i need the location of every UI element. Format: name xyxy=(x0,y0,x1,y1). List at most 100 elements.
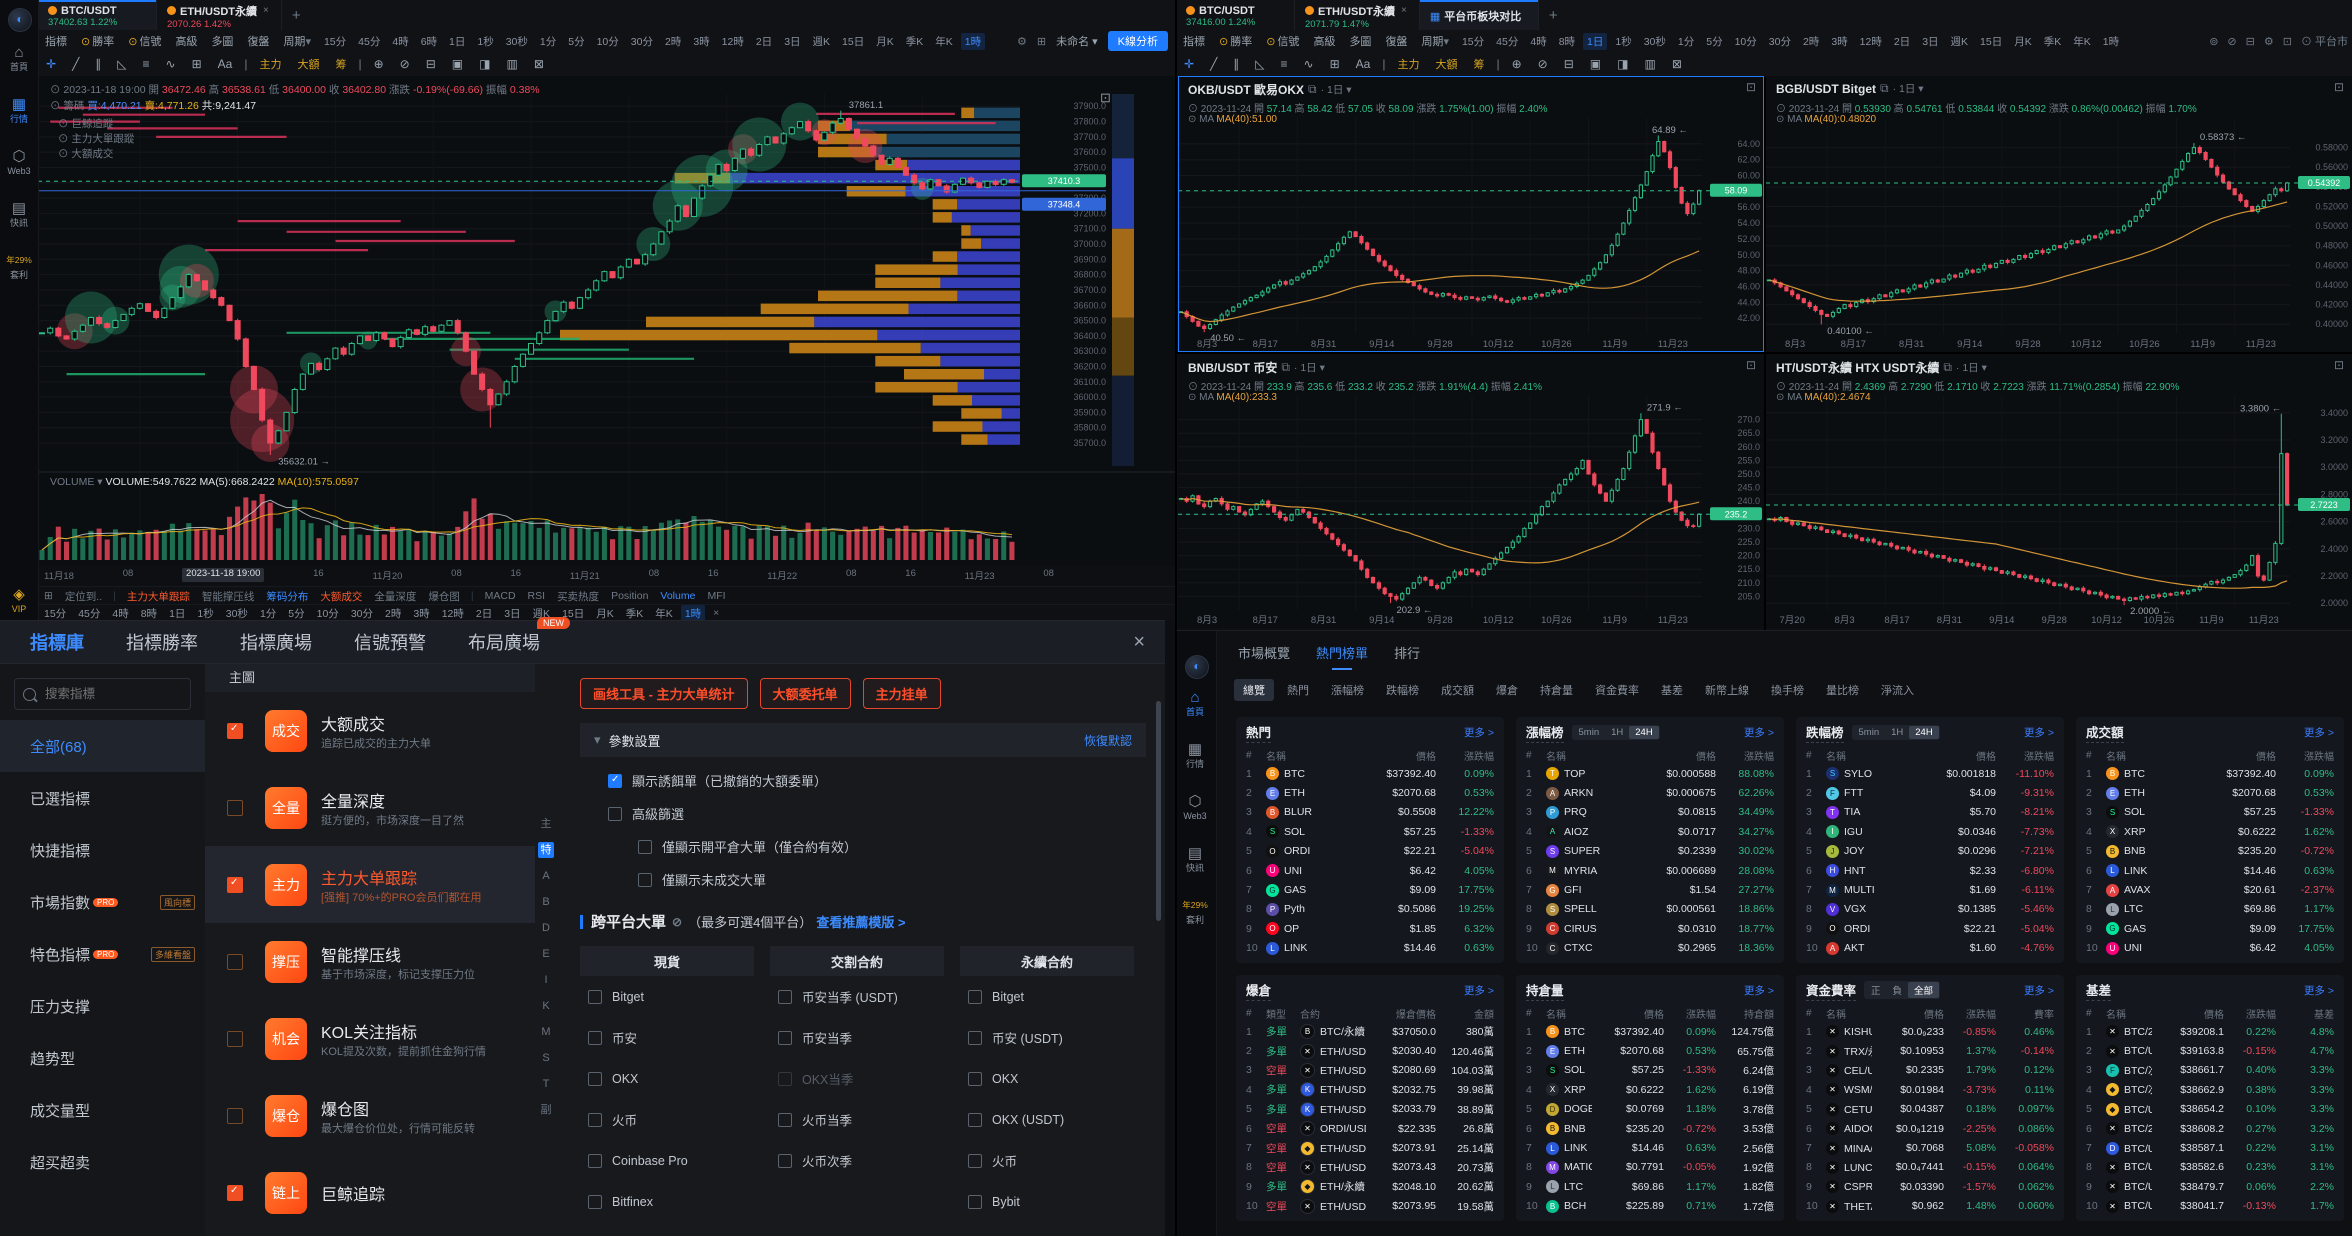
table-row[interactable]: 2 A ARKN $0.000675 62.26% xyxy=(1526,783,1774,802)
template-link[interactable]: 查看推薦模版 > xyxy=(816,915,906,930)
table-row[interactable]: 1 S SYLO $0.001818 -11.10% xyxy=(1806,764,2054,783)
rail-letter-B[interactable]: B xyxy=(542,896,550,908)
more-link[interactable]: 更多 > xyxy=(1743,726,1774,739)
table-row[interactable]: 5 J JOY $0.0296 -7.21% xyxy=(1806,842,2054,861)
table-row[interactable]: 7 M MULTI $1.69 -6.11% xyxy=(1806,880,2054,899)
period-chip-1日[interactable]: 1日 xyxy=(1583,32,1608,50)
pill-正[interactable]: 正 xyxy=(1871,986,1881,997)
table-row[interactable]: 5 ✕ CETUS/USDT永續 $0.04387 0.18% 0.097% xyxy=(1806,1100,2054,1119)
table-row[interactable]: 6 ✕ BTC/29MAR24 $38608.2 0.27% 3.2% xyxy=(2086,1119,2334,1138)
indicator-legend-2[interactable]: ⊙ 大額成交 xyxy=(58,148,114,160)
panel-subtab-漲幅榜[interactable]: 漲幅榜 xyxy=(1331,685,1364,697)
panel-tab-2[interactable]: 排行 xyxy=(1394,646,1421,661)
table-row[interactable]: 5 多單 K ETH/USDT永續 $2033.79 38.89萬 xyxy=(1246,1100,1494,1119)
period-chip-15分[interactable]: 15分 xyxy=(323,35,347,48)
table-row[interactable]: 9 L LTC $69.86 1.17% 1.82億 xyxy=(1526,1177,1774,1196)
table-row[interactable]: 1 B BTC $37392.40 0.09% 124.75億 xyxy=(1526,1022,1774,1041)
panel-subtab-跌幅榜[interactable]: 跌幅榜 xyxy=(1386,685,1419,697)
checkbox[interactable] xyxy=(778,1153,792,1168)
more-link[interactable]: 更多 > xyxy=(2303,726,2334,739)
table-row[interactable]: 8 P Pyth $0.5086 19.25% xyxy=(1246,900,1494,919)
sidebar-item-vip[interactable]: ◈ VIP xyxy=(0,586,38,615)
settings-gear-icon[interactable]: ⚙ xyxy=(1016,35,1027,48)
period-chip-5分[interactable]: 5分 xyxy=(1706,35,1723,48)
indicator-checkbox[interactable] xyxy=(227,722,243,739)
draw-tool-icon-1[interactable]: ╱ xyxy=(1210,57,1218,71)
checkbox[interactable] xyxy=(638,839,652,854)
edit-icon[interactable]: ⧉ xyxy=(1943,360,1952,374)
symbol-tab-2[interactable]: ▦ 平台币板块对比 xyxy=(1419,0,1539,30)
tf-chip-12時[interactable]: 12時 xyxy=(441,607,464,620)
draw-tool-icon-0[interactable]: ✛ xyxy=(46,57,57,71)
category-0[interactable]: 全部(68) xyxy=(0,720,205,772)
tf-chip-週K[interactable]: 週K xyxy=(532,607,551,620)
category-5[interactable]: 压力支撑 xyxy=(0,980,205,1032)
tf-chip-2日[interactable]: 2日 xyxy=(475,607,493,620)
draw-tool-icon-6[interactable]: ⊞ xyxy=(1329,57,1340,71)
tf-chip-4時[interactable]: 4時 xyxy=(112,607,129,620)
table-row[interactable]: 3 ✕ CEL/USDT永續 $0.2335 1.79% 0.12% xyxy=(1806,1061,2054,1080)
panel-subtab-基差[interactable]: 基差 xyxy=(1661,685,1683,697)
period-chip-1秒[interactable]: 1秒 xyxy=(1615,35,1632,48)
rail-letter-M[interactable]: M xyxy=(541,1026,551,1038)
chart-expand-icon[interactable]: ⊡ xyxy=(2333,80,2344,94)
table-row[interactable]: 7 G GAS $9.09 17.75% xyxy=(1246,880,1494,899)
more-link[interactable]: 更多 > xyxy=(1743,984,1774,997)
rail-letter-T[interactable]: T xyxy=(542,1078,550,1090)
draw-tool-icon-1[interactable]: ╱ xyxy=(72,57,80,71)
table-row[interactable]: 1 ✕ KISHU/USDT永續 $0.0₉233 -0.85% 0.46% xyxy=(1806,1022,2054,1041)
table-row[interactable]: 7 L LINK $14.46 0.63% 2.56億 xyxy=(1526,1138,1774,1157)
tf-chip-1分[interactable]: 1分 xyxy=(259,607,277,620)
platform-option[interactable]: 币安 xyxy=(580,1017,754,1058)
panel-subtab-熱門[interactable]: 熱門 xyxy=(1287,685,1309,697)
layout-name[interactable]: 未命名 ▾ xyxy=(1056,36,1098,48)
indicator-checkbox[interactable] xyxy=(227,1107,243,1124)
indicator-checkbox[interactable] xyxy=(227,876,243,893)
checkbox[interactable] xyxy=(638,872,652,887)
new-tab-button[interactable]: + xyxy=(291,6,301,24)
platform-option[interactable]: OKX xyxy=(960,1058,1134,1099)
indicator-chip-RSI[interactable]: RSI xyxy=(527,590,546,602)
panel-subtab-持倉量[interactable]: 持倉量 xyxy=(1540,685,1573,697)
period-chip-6時[interactable]: 6時 xyxy=(420,35,438,48)
draw-overlay-筹[interactable]: 筹 xyxy=(1473,59,1485,71)
draw-extra-icon-6[interactable]: ⊠ xyxy=(1671,57,1682,71)
panel-tab-0[interactable]: 市場概覽 xyxy=(1238,646,1291,661)
table-row[interactable]: 2 E ETH $2070.68 0.53% xyxy=(2086,783,2334,802)
right-toolbar-icon-3[interactable]: ⚙ xyxy=(2263,35,2274,48)
period-chip-5分[interactable]: 5分 xyxy=(568,35,585,48)
draw-overlay-大額[interactable]: 大額 xyxy=(1435,59,1458,71)
tab-close-icon[interactable]: × xyxy=(1401,5,1407,16)
tf-chip-30分[interactable]: 30分 xyxy=(350,607,373,620)
rail-letter-K[interactable]: K xyxy=(542,1000,550,1012)
panel-subtab-爆倉[interactable]: 爆倉 xyxy=(1496,685,1518,697)
toolbar-replay[interactable]: 復盤 xyxy=(247,33,269,49)
table-row[interactable]: 10 C CTXC $0.2965 18.36% xyxy=(1526,939,1774,958)
pill-5min[interactable]: 5min xyxy=(1578,726,1600,738)
table-row[interactable]: 4 多單 K ETH/USDT永續 $2032.75 39.98萬 xyxy=(1246,1080,1494,1099)
platform-option[interactable]: Bybit xyxy=(960,1181,1134,1222)
modal-tab-1[interactable]: 指標勝率 xyxy=(126,633,198,653)
checkbox[interactable] xyxy=(778,1030,792,1045)
table-row[interactable]: 5 O ORDI $22.21 -5.04% xyxy=(1246,842,1494,861)
table-row[interactable]: 3 B BLUR $0.5508 12.22% xyxy=(1246,803,1494,822)
period-chip-2時[interactable]: 2時 xyxy=(1802,35,1820,48)
table-row[interactable]: 10 A AKT $1.60 -4.76% xyxy=(1806,939,2054,958)
draw-extra-icon-1[interactable]: ⊘ xyxy=(399,57,410,71)
sidebar-item-web3[interactable]: ⬡ Web3 xyxy=(0,148,38,177)
right-toolbar-icon-0[interactable]: ⊚ xyxy=(2209,35,2219,48)
period-chip-週K[interactable]: 週K xyxy=(812,35,831,48)
period-chip-30秒[interactable]: 30秒 xyxy=(1643,35,1666,48)
table-row[interactable]: 10 U UNI $6.42 4.05% xyxy=(2086,939,2334,958)
table-row[interactable]: 7 ✕ MINA/USDT永續 $0.7068 5.08% -0.058% xyxy=(1806,1138,2054,1157)
category-2[interactable]: 快捷指標 xyxy=(0,824,205,876)
help-icon[interactable]: ⊘ xyxy=(672,914,683,929)
checkbox[interactable] xyxy=(588,1112,602,1127)
table-row[interactable]: 10 空單 ✕ ETH/USDT永續 $2073.95 19.58萬 xyxy=(1246,1197,1494,1216)
more-link[interactable]: 更多 > xyxy=(2023,984,2054,997)
draw-tool-icon-4[interactable]: ≡ xyxy=(1280,57,1288,71)
tab-close-icon[interactable]: × xyxy=(263,5,269,16)
table-row[interactable]: 10 ✕ THETA/永續 $0.962 1.48% 0.060% xyxy=(1806,1197,2054,1216)
table-row[interactable]: 5 D DOGE $0.0769 1.18% 3.78億 xyxy=(1526,1100,1774,1119)
panel-sidebar-item-0[interactable]: ⌂ 首頁 xyxy=(1176,689,1214,718)
